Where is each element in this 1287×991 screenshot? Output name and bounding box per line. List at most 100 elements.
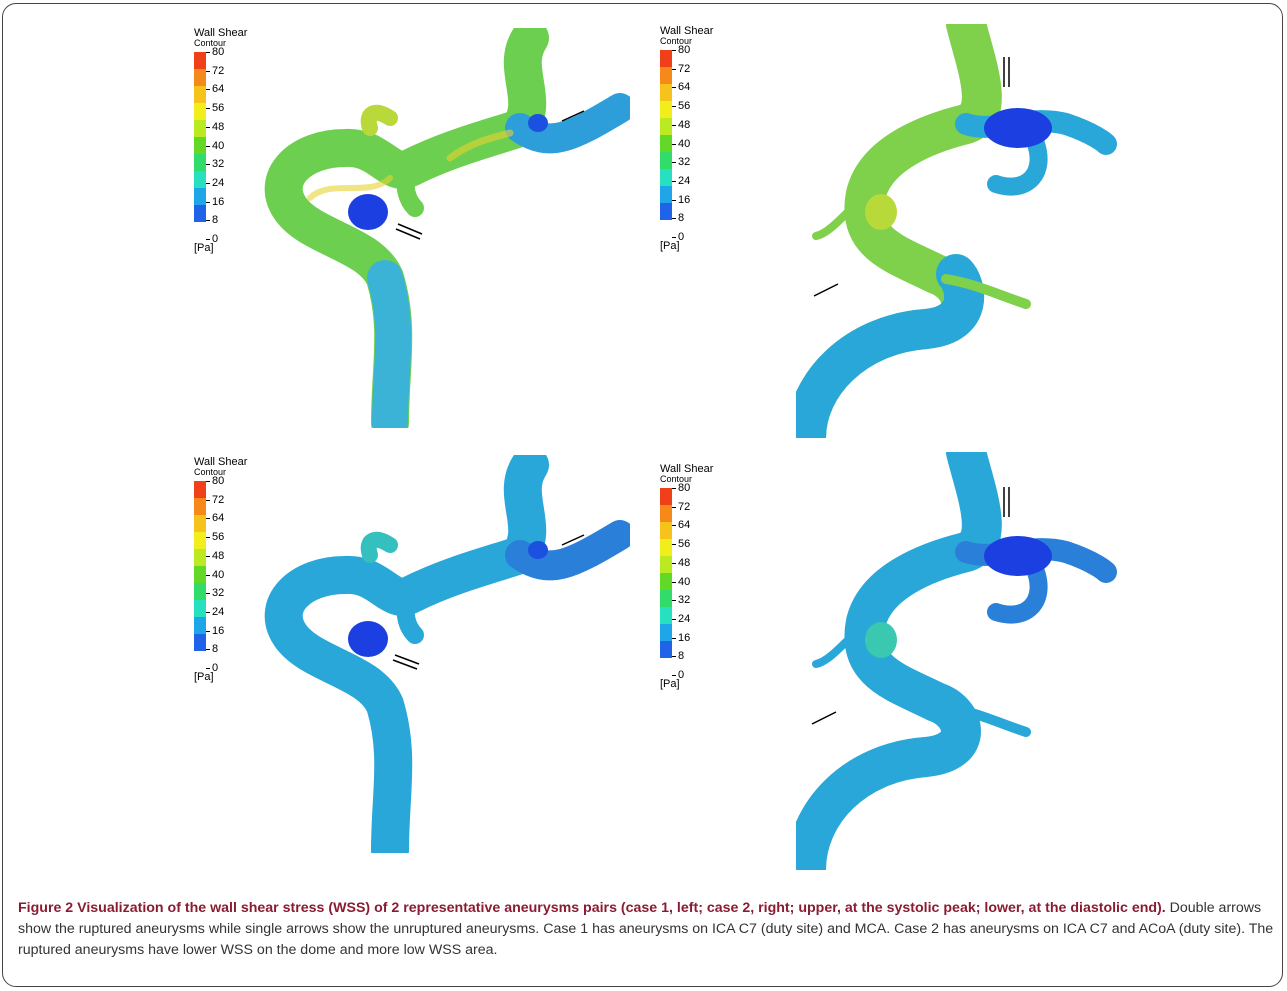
legend-color-swatch (194, 634, 206, 651)
legend-unit: [Pa] (194, 242, 214, 254)
legend-tick-label: 40 (678, 575, 691, 588)
legend-tick-label: 16 (678, 193, 691, 206)
legend-subtitle-text: Contour (660, 474, 693, 484)
legend-color-swatch (194, 86, 206, 103)
legend-tick-label: 80 (212, 46, 225, 58)
legend-tick-mark (206, 574, 210, 576)
legend-unit: [Pa] (660, 678, 680, 690)
legend-title: Wall Shear Contour (194, 457, 247, 478)
legend-tick-label: 80 (212, 475, 225, 487)
legend-tick-label: 80 (678, 482, 691, 494)
legend-color-bar (194, 481, 206, 668)
legend-color-swatch (660, 169, 672, 186)
legend-tick-mark (206, 108, 210, 110)
legend-tick-mark (672, 68, 676, 70)
legend-color-bar (660, 50, 672, 237)
caption-body: Double arrows show the ruptured aneurysm… (18, 900, 1274, 958)
legend-tick-label: 24 (212, 605, 225, 618)
legend-color-swatch (194, 481, 206, 498)
legend-tick-mark (206, 220, 210, 222)
legend-color-swatch (194, 137, 206, 154)
legend-tick-mark (672, 562, 676, 564)
legend-subtitle-text: Contour (660, 36, 693, 46)
legend-title: Wall Shear Contour (660, 463, 714, 485)
legend-color-swatch (660, 624, 672, 641)
legend-tick-mark (206, 555, 210, 557)
wss-legend-bottom-right: Wall Shear Contour 80 72 64 56 48 40 32 24 16 8 0 [Pa… (660, 464, 730, 694)
legend-color-swatch (194, 549, 206, 566)
legend-color-swatch (194, 154, 206, 171)
legend-tick-mark (672, 656, 676, 658)
legend-color-swatch (194, 69, 206, 86)
legend-tick-label: 48 (212, 549, 225, 562)
legend-tick-mark (672, 675, 676, 676)
legend-title: Wall Shear Contour (194, 28, 247, 49)
wss-legend-bottom-left: Wall Shear Contour 80 72 64 56 48 40 32 24 16 8 0 [Pa… (194, 457, 264, 687)
legend-color-swatch (194, 617, 206, 634)
legend-title-text: Wall Shear (660, 25, 714, 37)
legend-tick-label: 32 (212, 587, 225, 600)
legend-tick-label: 48 (212, 120, 225, 133)
legend-tick-label: 24 (678, 174, 691, 187)
legend-color-swatch (660, 573, 672, 590)
legend-tick-label: 8 (212, 643, 219, 656)
legend-tick-mark (672, 218, 676, 220)
legend-tick-label: 64 (212, 512, 225, 525)
legend-color-swatch (660, 641, 672, 658)
legend-tick-mark (206, 537, 210, 539)
legend-tick-mark (672, 525, 676, 527)
vessel-render-case2-diastolic (796, 452, 1126, 870)
legend-unit: [Pa] (194, 671, 214, 683)
legend-color-swatch (194, 566, 206, 583)
legend-tick-label: 0 (678, 669, 685, 681)
legend-tick-mark (206, 126, 210, 128)
legend-tick-label: 72 (212, 64, 225, 77)
legend-color-swatch (194, 171, 206, 188)
legend-tick-label: 64 (678, 519, 691, 532)
legend-color-swatch (194, 205, 206, 222)
legend-tick-mark (672, 143, 676, 145)
legend-tick-mark (672, 544, 676, 546)
wss-legend-top-right: Wall Shear Contour 80 72 64 56 48 40 32 24 16 8 0 [Pa… (660, 26, 730, 256)
legend-color-swatch (660, 135, 672, 152)
legend-color-swatch (660, 50, 672, 67)
legend-tick-mark (206, 145, 210, 147)
legend-tick-label: 56 (212, 531, 225, 544)
vessel-render-case1-systolic (250, 28, 630, 428)
legend-tick-mark (206, 239, 210, 240)
legend-tick-mark (672, 618, 676, 620)
legend-color-swatch (194, 515, 206, 532)
legend-tick-mark (206, 499, 210, 501)
legend-color-swatch (194, 103, 206, 120)
legend-tick-label: 16 (212, 195, 225, 208)
legend-tick-label: 24 (678, 612, 691, 625)
legend-color-swatch (660, 186, 672, 203)
caption-title: Figure 2 Visualization of the wall shear… (18, 900, 1166, 916)
legend-tick-label: 32 (678, 594, 691, 607)
legend-tick-mark (206, 89, 210, 91)
legend-tick-label: 56 (678, 538, 691, 551)
legend-color-swatch (660, 522, 672, 539)
legend-tick-label: 8 (212, 214, 219, 227)
legend-color-swatch (660, 101, 672, 118)
legend-tick-label: 8 (678, 212, 685, 225)
legend-color-bar (660, 488, 672, 675)
legend-title-text: Wall Shear (660, 463, 714, 475)
legend-tick-label: 0 (212, 233, 219, 245)
legend-tick-mark (672, 87, 676, 89)
legend-tick-mark (206, 481, 210, 482)
legend-color-swatch (194, 600, 206, 617)
legend-color-swatch (660, 203, 672, 220)
legend-color-swatch (660, 67, 672, 84)
legend-color-swatch (194, 52, 206, 69)
legend-tick-label: 32 (212, 158, 225, 171)
legend-tick-label: 40 (212, 139, 225, 152)
legend-title: Wall Shear Contour (660, 25, 714, 47)
legend-tick-label: 72 (212, 493, 225, 506)
legend-tick-label: 24 (212, 176, 225, 189)
legend-tick-label: 48 (678, 118, 691, 131)
legend-tick-label: 8 (678, 650, 685, 663)
legend-tick-label: 64 (212, 83, 225, 96)
legend-tick-label: 56 (212, 102, 225, 115)
legend-tick-mark (206, 164, 210, 166)
